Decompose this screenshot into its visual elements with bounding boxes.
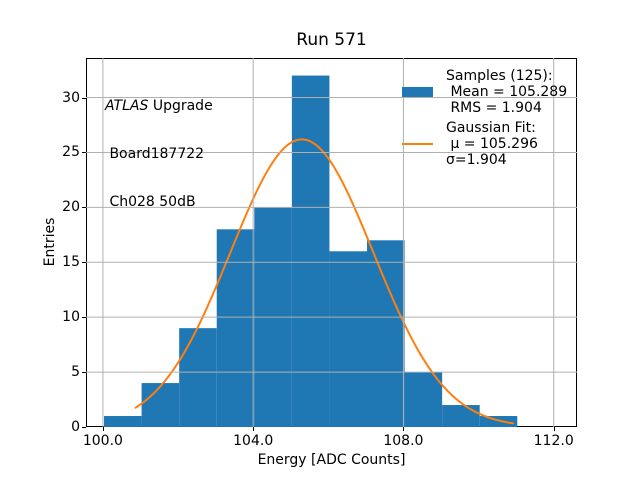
histogram-bar <box>404 372 443 427</box>
histogram-bar <box>479 416 518 427</box>
annotation-upgrade: Upgrade <box>148 98 213 114</box>
legend-row: RMS = 1.904 <box>402 100 567 116</box>
y-tick-mark <box>82 207 86 209</box>
chart-title: Run 571 <box>296 30 367 50</box>
y-tick-mark <box>82 97 86 99</box>
histogram-bar <box>216 229 255 427</box>
plot-area <box>86 58 577 427</box>
legend-handle <box>402 87 433 98</box>
y-tick-mark <box>82 317 86 319</box>
x-tick-mark <box>403 427 405 431</box>
y-tick-mark <box>82 152 86 154</box>
legend-text: Mean = 105.289 <box>446 84 568 101</box>
x-tick-mark <box>553 427 555 431</box>
fit-legend-line <box>402 142 433 145</box>
legend: Samples (125): Mean = 105.289 RMS = 1.90… <box>402 68 567 168</box>
y-tick-label: 5 <box>71 364 80 381</box>
y-tick-label: 15 <box>62 254 80 271</box>
x-tick-mark <box>102 427 104 431</box>
x-tick-mark <box>253 427 255 431</box>
x-axis-label: Energy [ADC Counts] <box>257 452 406 468</box>
legend-row: μ = 105.296 <box>402 136 567 152</box>
y-tick-label: 0 <box>71 419 80 435</box>
y-tick-mark <box>82 372 86 374</box>
y-tick-label: 20 <box>62 199 80 216</box>
y-tick-mark <box>82 427 86 428</box>
legend-row: Mean = 105.289 <box>402 84 567 100</box>
legend-text: σ=1.904 <box>446 152 507 169</box>
y-tick-label: 25 <box>62 144 80 161</box>
legend-text: RMS = 1.904 <box>446 100 542 117</box>
legend-text: Samples (125): <box>446 68 553 85</box>
legend-row: Samples (125): <box>402 68 567 84</box>
histogram-bar <box>179 328 217 427</box>
y-tick-label: 30 <box>62 89 80 106</box>
legend-handle <box>402 142 433 145</box>
histogram-bar <box>329 251 367 427</box>
histogram-bar <box>442 405 480 427</box>
annotation-line-3: Ch028 50dB <box>105 194 196 210</box>
annotation-atlas: ATLAS <box>105 98 149 114</box>
annotation-line-1: ATLAS Upgrade <box>105 98 213 114</box>
annotation-block: ATLAS Upgrade Board187722 Ch028 50dB <box>105 66 213 242</box>
x-tick-label: 108.0 <box>383 433 424 449</box>
histogram-bar <box>291 75 330 427</box>
y-tick-mark <box>82 262 86 264</box>
legend-row: σ=1.904 <box>402 152 567 168</box>
legend-row: Gaussian Fit: <box>402 120 567 136</box>
legend-text: μ = 105.296 <box>446 135 538 152</box>
y-tick-label: 10 <box>62 309 80 326</box>
histogram-bar <box>141 383 180 427</box>
x-tick-label: 112.0 <box>533 433 574 449</box>
legend-text: Gaussian Fit: <box>446 119 536 136</box>
histogram-bar <box>104 416 142 427</box>
annotation-line-2: Board187722 <box>105 146 205 162</box>
histogram-bar <box>367 240 405 427</box>
histogram-legend-swatch <box>402 87 433 98</box>
x-tick-label: 100.0 <box>82 433 123 449</box>
gaussian-fit-curve <box>134 138 515 425</box>
x-tick-label: 104.0 <box>233 433 274 449</box>
